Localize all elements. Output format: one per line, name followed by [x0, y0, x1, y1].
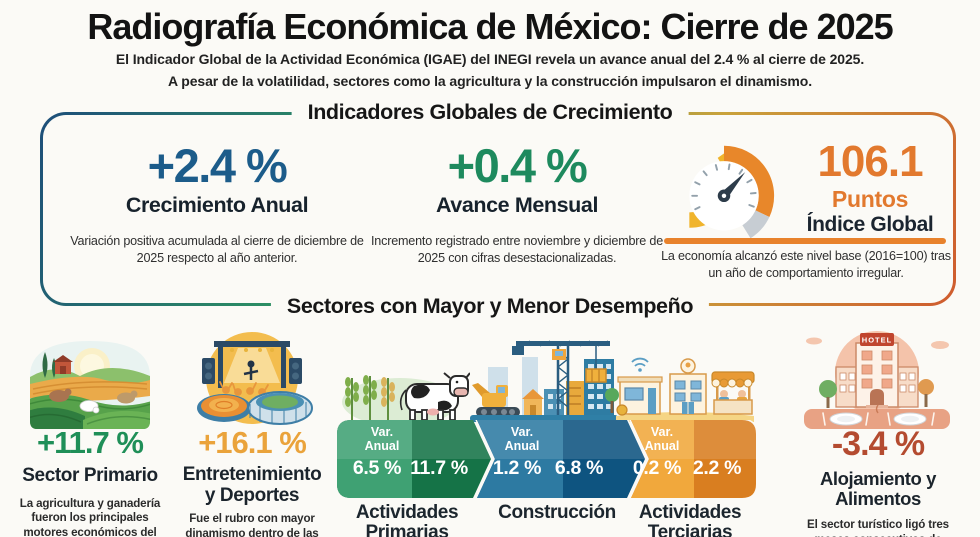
primario-description: La agricultura y ganadería fueron los pr…	[19, 496, 161, 537]
var-anual-label-construccion: Var. Anual	[504, 425, 540, 454]
alojamiento-value: -3.4 %	[831, 425, 925, 463]
farm-illustration	[30, 341, 150, 429]
primarias-value-left: 6.5 %	[352, 457, 402, 479]
category-primarias: Actividades Primarias	[355, 502, 459, 537]
var-anual-label-primarias: Var. Anual	[364, 425, 400, 454]
annual-growth-value: +2.4 %	[147, 139, 288, 192]
commerce-services-illustration	[616, 357, 755, 422]
hotel-illustration: HOTEL	[804, 331, 950, 429]
construction-illustration	[470, 340, 619, 422]
global-index-unit: Puntos	[831, 186, 909, 212]
entretenimiento-description: Fue el rubro con mayor dinamismo dentro …	[185, 512, 319, 537]
gauge-icon	[688, 145, 775, 239]
index-divider	[664, 238, 946, 244]
monthly-advance-label: Avance Mensual	[435, 193, 599, 217]
global-index-text: 106.1 Puntos Índice Global	[786, 140, 954, 237]
page-subtitle: El Indicador Global de la Actividad Econ…	[0, 49, 980, 92]
hotel-sign-text: HOTEL	[862, 336, 892, 345]
construccion-value-right: 6.8 %	[554, 457, 604, 479]
category-terciarias: Actividades Terciarias	[638, 502, 742, 537]
annual-growth-description: Variación positiva acumulada al cierre d…	[70, 234, 364, 265]
category-construccion: Construcción	[498, 502, 616, 523]
global-index-description: La economía alcanzó este nivel base (201…	[661, 249, 951, 280]
global-indicators-box	[40, 112, 956, 306]
sector-variation-chart	[337, 420, 757, 498]
stage-stadium-illustration	[197, 332, 313, 425]
var-anual-label-terciarias: Var. Anual	[644, 425, 680, 454]
subtitle-line-1: El Indicador Global de la Actividad Econ…	[115, 51, 865, 67]
entretenimiento-label: Entretenimiento y Deportes	[182, 464, 322, 506]
global-indicators-title: Indicadores Globales de Crecimiento	[291, 100, 689, 125]
primario-value: +11.7 %	[37, 425, 144, 460]
page-title: Radiografía Económica de México: Cierre …	[87, 6, 893, 47]
terciarias-value-left: 0.2 %	[632, 457, 682, 479]
alojamiento-description: El sector turístico ligó tres meses cons…	[807, 517, 949, 537]
global-index-label: Índice Global	[806, 213, 934, 236]
construccion-value-left: 1.2 %	[492, 457, 542, 479]
wheat-cow-illustration	[342, 372, 470, 422]
terciarias-value-right: 2.2 %	[692, 457, 742, 479]
annual-growth-card: +2.4 % Crecimiento Anual Variación posit…	[62, 142, 372, 267]
entretenimiento-value: +16.1 %	[198, 425, 307, 460]
global-index-value: 106.1	[817, 137, 923, 186]
annual-growth-label: Crecimiento Anual	[125, 193, 309, 217]
alojamiento-highlight: -3.4 % Alojamiento y Alimentos El sector…	[778, 427, 978, 537]
primario-highlight: +11.7 % Sector Primario La agricultura y…	[8, 427, 172, 537]
alojamiento-label: Alojamiento y Alimentos	[819, 468, 937, 509]
monthly-advance-card: +0.4 % Avance Mensual Incremento registr…	[362, 142, 672, 267]
primario-label: Sector Primario	[22, 465, 158, 486]
entretenimiento-highlight: +16.1 % Entretenimiento y Deportes Fue e…	[170, 427, 334, 537]
monthly-advance-description: Incremento registrado entre noviembre y …	[371, 234, 663, 265]
subtitle-line-2: A pesar de la volatilidad, sectores como…	[168, 72, 812, 89]
primarias-value-right: 11.7 %	[410, 457, 468, 479]
monthly-advance-value: +0.4 %	[447, 139, 588, 192]
sectors-section-title: Sectores con Mayor y Menor Desempeño	[270, 294, 710, 319]
